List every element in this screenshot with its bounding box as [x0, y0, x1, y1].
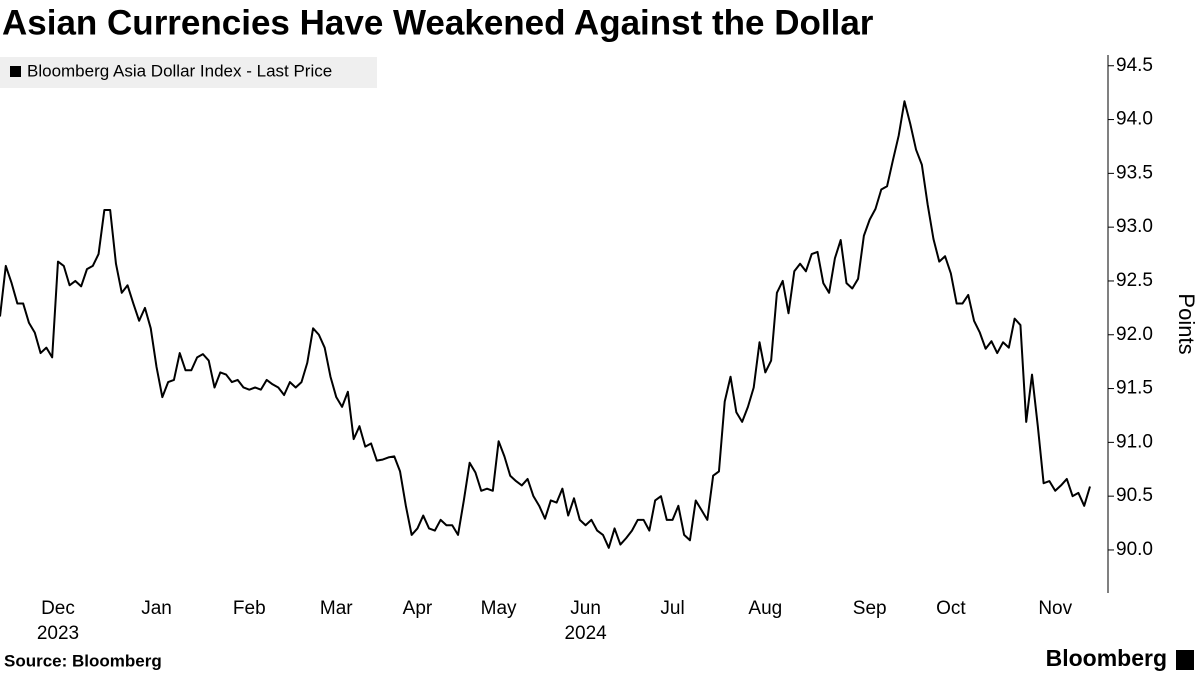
logo-icon [1176, 650, 1194, 670]
x-tick-label: Jun [570, 598, 601, 619]
x-tick-label: Apr [403, 598, 433, 619]
x-tick-label: Jan [141, 598, 172, 619]
x-tick-label: Aug [748, 598, 782, 619]
y-tick-label: 92.0 [1116, 324, 1153, 345]
x-tick-label: Feb [233, 598, 266, 619]
x-tick-label: Sep [853, 598, 887, 619]
x-tick-label: Nov [1038, 598, 1072, 619]
x-year-label: 2023 [37, 623, 79, 644]
y-tick-label: 94.0 [1116, 109, 1153, 130]
line-series [0, 100, 1091, 549]
x-tick-label: Oct [936, 598, 966, 619]
x-tick-label: Dec [41, 598, 75, 619]
x-year-label: 2024 [564, 623, 607, 644]
x-tick-label: Mar [320, 598, 353, 619]
y-tick-label: 91.5 [1116, 378, 1153, 399]
y-tick-label: 90.5 [1116, 485, 1153, 506]
y-axis-label: Points [1174, 293, 1199, 354]
legend-box [0, 57, 377, 88]
legend-swatch [10, 66, 21, 77]
x-tick-label: May [481, 598, 517, 619]
chart-title: Asian Currencies Have Weakened Against t… [2, 3, 874, 42]
y-tick-label: 93.5 [1116, 162, 1153, 183]
logo: Bloomberg [1046, 645, 1167, 671]
x-tick-label: Jul [660, 598, 684, 619]
y-tick-label: 92.5 [1116, 270, 1153, 291]
y-tick-label: 93.0 [1116, 216, 1153, 237]
source: Source: Bloomberg [4, 651, 162, 670]
y-tick-label: 91.0 [1116, 431, 1153, 452]
y-tick-label: 94.5 [1116, 55, 1153, 76]
legend-label: Bloomberg Asia Dollar Index - Last Price [27, 61, 332, 80]
y-tick-label: 90.0 [1116, 539, 1153, 560]
